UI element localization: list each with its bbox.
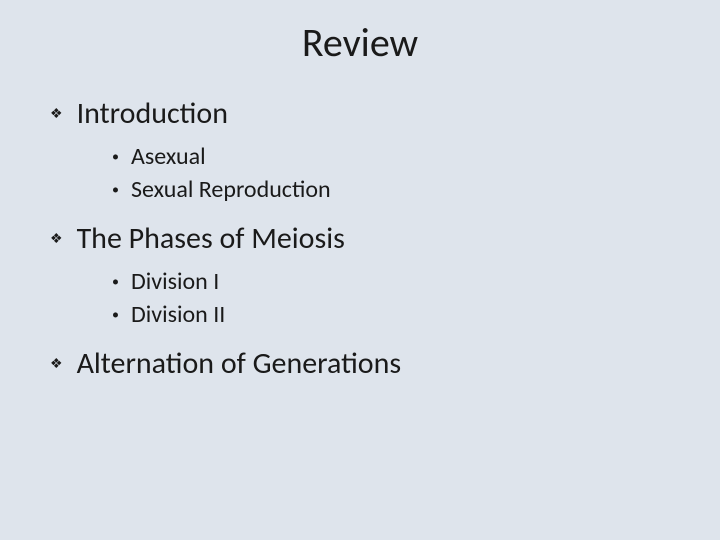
section-header: ❖ Introduction (50, 95, 680, 132)
sub-item-text: Division II (131, 300, 225, 329)
diamond-bullet-icon: ❖ (50, 232, 63, 246)
section-header: ❖ Alternation of Generations (50, 345, 680, 382)
list-item: • Sexual Reproduction (112, 175, 680, 204)
sub-list: • Asexual • Sexual Reproduction (112, 142, 680, 204)
list-item: • Division II (112, 300, 680, 329)
dot-bullet-icon: • (112, 183, 119, 197)
dot-bullet-icon: • (112, 308, 119, 322)
section-title-text: Introduction (77, 95, 228, 132)
section-title-text: The Phases of Meiosis (77, 220, 345, 257)
sub-list: • Division I • Division II (112, 267, 680, 329)
sub-item-text: Asexual (131, 142, 206, 171)
section-header: ❖ The Phases of Meiosis (50, 220, 680, 257)
diamond-bullet-icon: ❖ (50, 357, 63, 371)
list-item: • Asexual (112, 142, 680, 171)
section-phases-meiosis: ❖ The Phases of Meiosis • Division I • D… (40, 220, 680, 329)
slide-title: Review (40, 18, 680, 67)
slide-container: Review ❖ Introduction • Asexual • Sexual… (0, 0, 720, 540)
section-alternation-generations: ❖ Alternation of Generations (40, 345, 680, 382)
diamond-bullet-icon: ❖ (50, 107, 63, 121)
section-introduction: ❖ Introduction • Asexual • Sexual Reprod… (40, 95, 680, 204)
dot-bullet-icon: • (112, 275, 119, 289)
dot-bullet-icon: • (112, 150, 119, 164)
section-title-text: Alternation of Generations (77, 345, 402, 382)
list-item: • Division I (112, 267, 680, 296)
sub-item-text: Sexual Reproduction (131, 175, 331, 204)
sub-item-text: Division I (131, 267, 219, 296)
